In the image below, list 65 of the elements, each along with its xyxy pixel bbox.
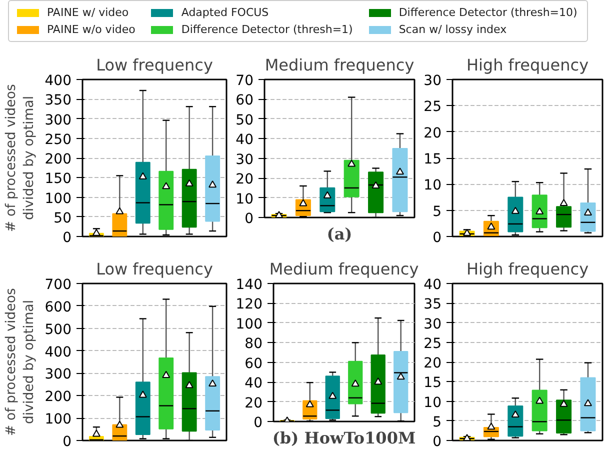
y-tick-label: 500 — [44, 322, 72, 338]
y-tick-label: 100 — [44, 190, 72, 207]
y-tick-label: 40 — [424, 277, 442, 293]
y-tick-label: 200 — [44, 152, 72, 168]
legend-label: Difference Detector (thresh=10) — [398, 4, 578, 20]
y-axis-title: # of processed videos divided by optimal — [4, 288, 37, 436]
chart-title: Medium frequency — [269, 260, 419, 278]
y-tick-label: 60 — [236, 92, 254, 109]
chart-title: High frequency — [466, 260, 589, 278]
y-tick-label: 10 — [424, 178, 442, 194]
y-tick-label: 30 — [424, 73, 442, 89]
y-tick-label: 400 — [44, 344, 72, 360]
legend-label: Scan w/ lossy index — [398, 22, 507, 38]
y-tick-label: 5 — [432, 204, 442, 220]
y-tick-label: 250 — [44, 132, 72, 148]
y-tick-label: 0 — [62, 230, 72, 246]
y-tick-label: 35 — [424, 296, 442, 313]
y-tick-label: 15 — [424, 152, 442, 168]
y-tick-label: 20 — [236, 172, 254, 188]
y-tick-label: 20 — [244, 395, 263, 412]
legend-label: Difference Detector (thresh=1) — [181, 22, 353, 38]
text: (b) HowTo100M — [272, 428, 416, 448]
y-tick-label: 15 — [424, 375, 442, 392]
text: (a) — [326, 224, 352, 244]
legend-label: Adapted FOCUS — [181, 4, 269, 20]
y-tick-label: 150 — [44, 171, 72, 188]
y-tick-label: 100 — [44, 412, 72, 428]
y-tick-label: 80 — [244, 336, 263, 352]
y-tick-label: 10 — [424, 394, 442, 411]
y-tick-label: 40 — [236, 132, 254, 148]
y-tick-label: 0 — [254, 415, 263, 431]
y-tick-label: 60 — [244, 356, 263, 372]
y-tick-label: 25 — [424, 99, 442, 116]
y-tick-label: 40 — [244, 376, 263, 392]
y-tick-label: 200 — [44, 389, 72, 406]
y-tick-label: 0 — [244, 211, 254, 227]
y-tick-label: 5 — [432, 414, 442, 430]
y-tick-label: 400 — [44, 73, 72, 89]
y-tick-label: 10 — [236, 191, 254, 208]
y-tick-label: 0 — [62, 434, 72, 450]
chart-title: Low frequency — [96, 260, 213, 278]
y-tick-label: 25 — [424, 336, 442, 352]
legend-label: PAINE w/ video — [47, 4, 129, 20]
y-tick-label: 0 — [432, 434, 442, 450]
chart-title: High frequency — [466, 56, 589, 74]
chart-title: Medium frequency — [264, 56, 414, 74]
y-tick-label: 50 — [54, 210, 72, 226]
y-tick-label: 100 — [236, 316, 263, 332]
y-tick-label: 30 — [424, 316, 442, 332]
y-tick-label: 350 — [44, 92, 72, 109]
y-tick-label: 120 — [236, 296, 263, 313]
y-tick-label: 300 — [44, 366, 72, 383]
y-tick-label: 20 — [424, 125, 442, 142]
y-tick-label: 300 — [44, 112, 72, 128]
legend-label: PAINE w/o video — [47, 22, 136, 38]
y-tick-label: 700 — [44, 277, 72, 293]
y-tick-label: 600 — [44, 299, 72, 316]
y-tick-label: 20 — [424, 356, 442, 372]
y-tick-label: 50 — [236, 112, 254, 128]
y-axis-title: # of processed videos divided by optimal — [4, 84, 37, 232]
y-tick-label: 140 — [236, 277, 263, 293]
chart-title: Low frequency — [96, 56, 213, 74]
y-tick-label: 0 — [432, 230, 442, 246]
y-tick-label: 70 — [236, 73, 254, 89]
y-tick-label: 30 — [236, 152, 254, 168]
